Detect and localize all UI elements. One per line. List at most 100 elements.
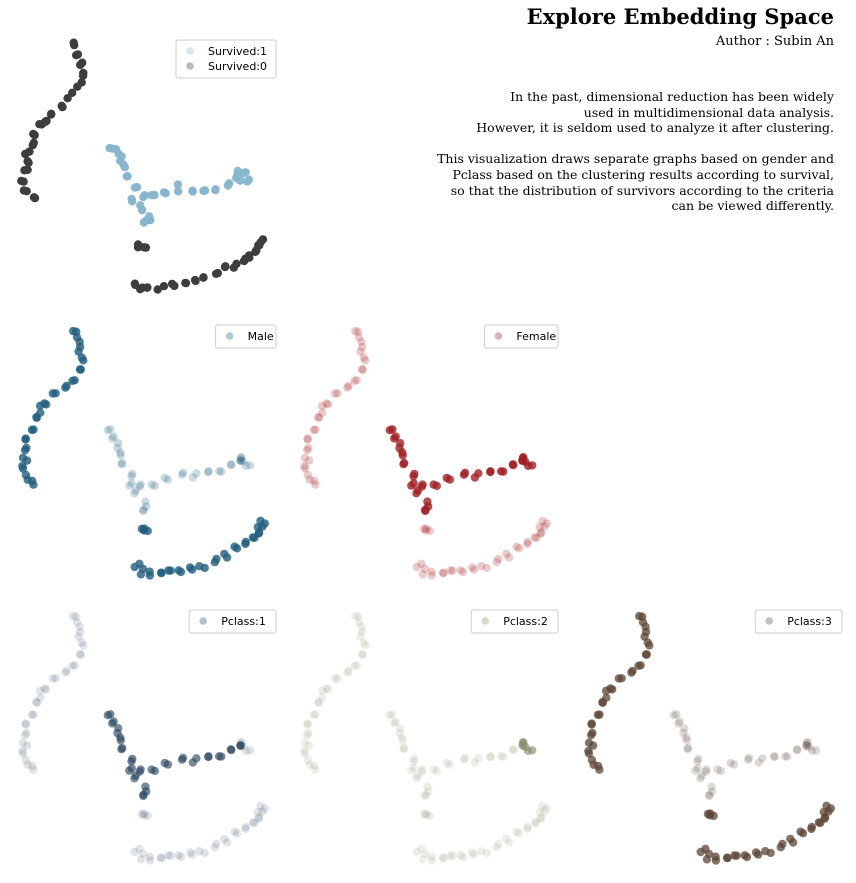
scatter-point: [674, 719, 683, 728]
scatter-point: [586, 730, 596, 740]
scatter-point: [300, 453, 310, 462]
scatter-point: [314, 697, 323, 707]
scatter-point: [693, 764, 702, 773]
scatter-point: [514, 544, 524, 553]
scatter-point: [696, 847, 705, 857]
scatter-point: [119, 160, 128, 169]
scatter-point: [470, 758, 480, 767]
scatter-point: [18, 738, 28, 747]
scatter-point: [314, 413, 323, 422]
scatter-point: [147, 191, 156, 200]
scatter-point: [333, 674, 342, 683]
scatter-point: [432, 766, 441, 776]
legend-label: Survived:0: [208, 60, 267, 73]
scatter-point: [305, 760, 314, 769]
scatter-point: [204, 467, 213, 477]
scatter-point: [116, 736, 126, 745]
scatter-point: [32, 412, 41, 422]
scatter-point: [477, 847, 486, 856]
scatter-point: [482, 848, 491, 858]
scatter-point: [758, 754, 767, 763]
scatter-point: [118, 458, 127, 468]
scatter-point: [594, 761, 603, 771]
scatter-point: [191, 276, 200, 286]
legend-label: Survived:1: [208, 45, 267, 58]
scatter-point: [127, 757, 136, 766]
page-title: Explore Embedding Space: [526, 4, 834, 29]
scatter-point: [164, 566, 173, 575]
scatter-point: [729, 760, 739, 769]
scatter-point: [390, 719, 399, 728]
scatter-point: [311, 765, 320, 774]
scatter-point: [243, 177, 252, 186]
scatter-point: [241, 461, 251, 470]
scatter-point: [314, 698, 323, 707]
legend-marker: [186, 47, 194, 55]
scatter-point: [174, 851, 183, 860]
scatter-point: [300, 464, 310, 473]
scatter-point: [705, 790, 714, 799]
scatter-point: [136, 570, 146, 579]
scatter-point: [311, 480, 320, 489]
legend-label: Pclass:2: [503, 615, 548, 628]
panel-pclass1: Pclass:1: [18, 609, 277, 865]
scatter-point: [330, 674, 339, 683]
scatter-point: [410, 754, 419, 764]
scatter-point: [412, 847, 421, 857]
scatter-point: [448, 851, 457, 860]
scatter-point: [796, 827, 805, 836]
scatter-point: [723, 853, 732, 863]
scatter-point: [535, 807, 544, 817]
legend-marker: [186, 62, 194, 70]
scatter-point: [304, 443, 313, 453]
scatter-point: [305, 475, 314, 484]
scatter-point: [178, 468, 188, 477]
scatter-point: [192, 754, 201, 763]
scatter-point: [241, 537, 250, 547]
scatter-point: [496, 467, 506, 476]
scatter-point: [593, 710, 603, 720]
scatter-point: [188, 473, 198, 482]
scatter-point: [538, 516, 547, 525]
scatter-point: [467, 848, 477, 857]
scatter-point: [20, 166, 29, 175]
scatter-point: [76, 365, 86, 374]
scatter-point: [636, 661, 645, 670]
scatter-point: [130, 774, 139, 783]
scatter-point: [163, 760, 173, 769]
scatter-point: [504, 838, 514, 847]
scatter-point: [322, 684, 331, 693]
scatter-point: [358, 365, 367, 374]
scatter-point: [303, 719, 312, 728]
scatter-point: [425, 811, 434, 821]
scatter-point: [324, 400, 333, 409]
scatter-point: [412, 562, 421, 572]
legend-marker: [225, 332, 234, 340]
scatter-point: [400, 743, 409, 753]
scatter-point: [214, 467, 224, 476]
scatter-point: [499, 752, 508, 761]
scatter-point: [18, 749, 28, 758]
scatter-point: [693, 757, 702, 766]
scatter-point: [409, 764, 418, 773]
scatter-point: [474, 469, 483, 478]
scatter-point: [802, 738, 812, 748]
scatter-point: [29, 710, 38, 719]
scatter-point: [213, 268, 222, 278]
scatter-point: [77, 638, 87, 647]
scatter-point: [166, 851, 175, 860]
scatter-point: [136, 765, 145, 774]
scatter-point: [185, 848, 195, 857]
scatter-point: [343, 668, 352, 677]
scatter-point: [62, 381, 71, 391]
scatter-point: [28, 476, 37, 486]
legend-marker: [481, 617, 490, 625]
scatter-point: [682, 736, 691, 745]
description-line: so that the distribution of survivors ac…: [450, 182, 834, 198]
scatter-point: [236, 456, 245, 465]
scatter-point: [391, 717, 400, 726]
scatter-point: [388, 710, 397, 719]
scatter-point: [69, 611, 78, 621]
scatter-point: [188, 850, 197, 859]
scatter-point: [807, 822, 816, 832]
